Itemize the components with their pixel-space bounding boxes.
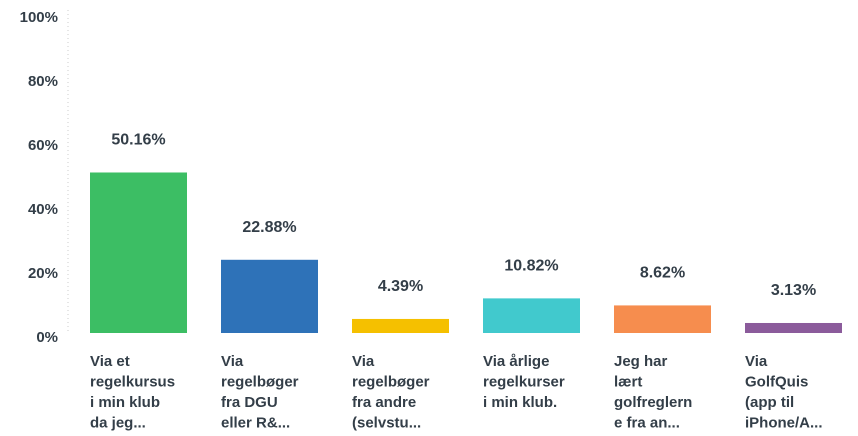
y-tick-label: 80%	[28, 73, 58, 90]
x-tick-label: i min klub.	[483, 394, 557, 411]
y-tick-label: 100%	[20, 9, 58, 26]
x-tick-label: regelkursus	[90, 373, 175, 390]
y-tick-label: 60%	[28, 137, 58, 154]
value-label: 8.62%	[640, 265, 685, 282]
y-tick-label: 0%	[36, 329, 58, 346]
value-label: 10.82%	[504, 258, 558, 275]
x-tick-label: regelkurser	[483, 373, 565, 390]
x-tick-label: regelbøger	[352, 373, 430, 390]
x-tick-label: da jeg...	[90, 414, 146, 431]
x-tick-label: fra DGU	[221, 394, 278, 411]
x-tick-label: (selvstu...	[352, 414, 421, 431]
x-tick-label: Via årlige	[483, 353, 549, 370]
value-label: 22.88%	[242, 219, 296, 236]
value-label: 50.16%	[111, 132, 165, 149]
value-label: 4.39%	[378, 278, 423, 295]
value-label: 3.13%	[771, 282, 816, 299]
x-tick-label: i min klub	[90, 394, 160, 411]
bar	[483, 298, 580, 333]
x-tick-label: e fra an...	[614, 414, 680, 431]
x-tick-label: iPhone/A...	[745, 414, 823, 431]
x-tick-label: Jeg har	[614, 353, 668, 370]
bar	[90, 172, 187, 333]
x-tick-label: fra andre	[352, 394, 416, 411]
x-tick-label: Via	[221, 353, 244, 370]
x-tick-label: Via et	[90, 353, 130, 370]
bar	[745, 322, 842, 333]
x-tick-label: regelbøger	[221, 373, 299, 390]
x-tick-label: Via	[745, 353, 768, 370]
x-tick-label: Via	[352, 353, 375, 370]
x-tick-label: (app til	[745, 394, 794, 411]
y-tick-label: 20%	[28, 265, 58, 282]
x-tick-label: GolfQuis	[745, 373, 808, 390]
bar	[221, 259, 318, 333]
x-tick-label: lært	[614, 373, 642, 390]
bar	[614, 305, 711, 333]
x-tick-label: eller R&...	[221, 414, 290, 431]
x-tick-label: golfreglern	[614, 394, 692, 411]
bar	[352, 318, 449, 333]
y-tick-label: 40%	[28, 201, 58, 218]
